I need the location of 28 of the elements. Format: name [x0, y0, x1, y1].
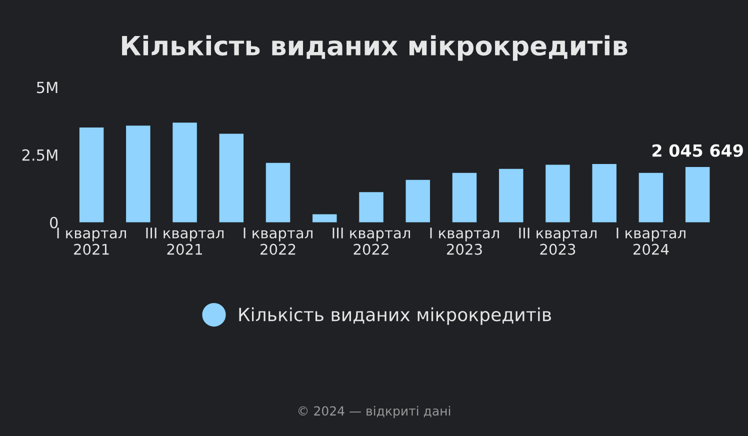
bar: [266, 162, 290, 222]
bar: [359, 192, 384, 222]
x-tick-label: I квартал 2021: [57, 228, 126, 255]
y-tick-label: 2.5M: [22, 149, 58, 161]
bar: [452, 172, 477, 222]
x-tick-label: III квартал 2021: [146, 228, 224, 255]
chart-title: Кількість виданих мікрокредитів: [122, 35, 628, 61]
bar: [498, 168, 524, 222]
x-tick-label: I квартал 2022: [244, 228, 312, 255]
y-tick-label: 0: [50, 216, 58, 228]
bar: [406, 180, 430, 222]
bar: [546, 164, 570, 222]
bar: [638, 172, 664, 222]
x-tick-label: III квартал 2023: [519, 228, 596, 255]
legend-label: Кількість виданих мікрокредитів: [239, 307, 551, 325]
data-label: 2 045 649: [652, 144, 743, 157]
bar: [172, 122, 197, 222]
y-tick-label: 5M: [36, 82, 58, 94]
x-tick-label: I квартал 2023: [430, 228, 499, 255]
bar: [685, 167, 710, 222]
x-tick-label: III квартал 2022: [332, 228, 410, 255]
bar: [126, 126, 150, 222]
x-tick-label: I квартал 2024: [616, 228, 686, 255]
text: © 2024 — відкриті дані: [298, 406, 450, 418]
bar: [592, 164, 616, 222]
bar: [219, 134, 244, 222]
bar: [312, 214, 337, 222]
bar: [79, 127, 104, 222]
